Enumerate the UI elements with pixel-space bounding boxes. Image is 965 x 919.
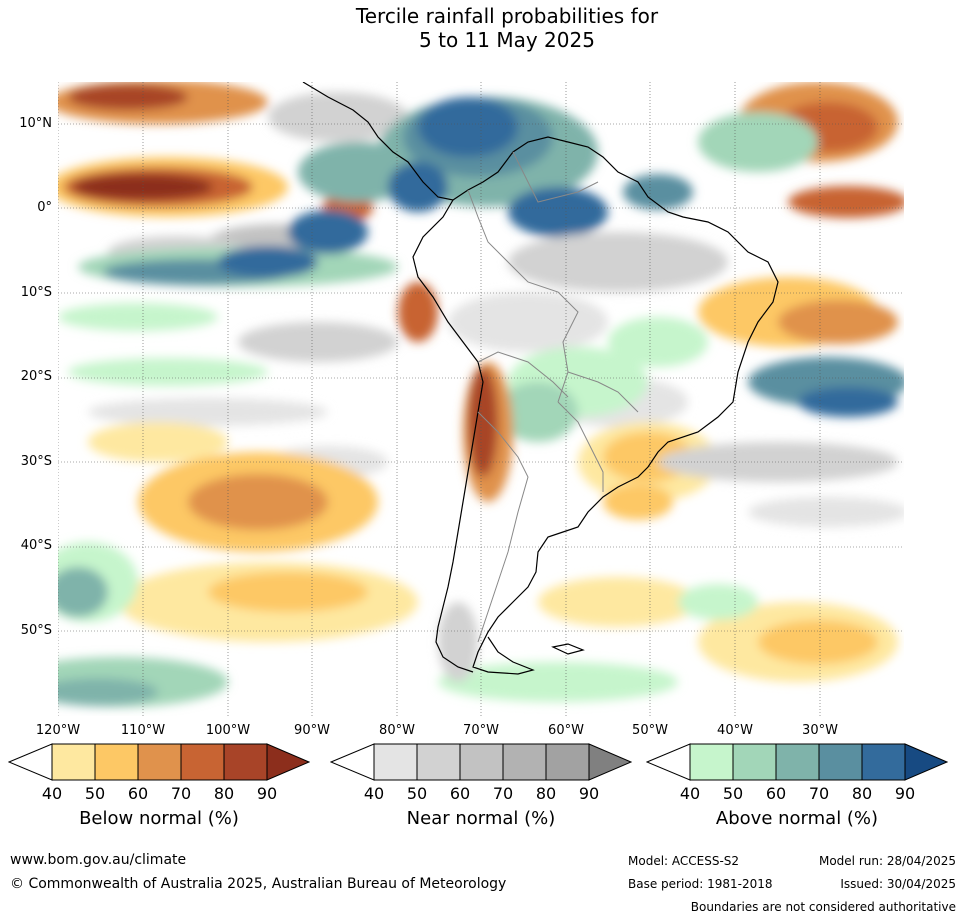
cbar-near-seg-2 bbox=[416, 743, 461, 781]
cbar-below-title: Below normal (%) bbox=[79, 808, 239, 829]
cbar-above-tick-70: 70 bbox=[808, 784, 830, 803]
cbar-below-seg-1 bbox=[51, 743, 96, 781]
cbar-below-tick-90: 90 bbox=[256, 784, 278, 803]
footer-model: Model: ACCESS-S2 bbox=[628, 854, 740, 868]
cbar-below-seg-6 bbox=[266, 743, 310, 781]
footer-disclaimer: Boundaries are not considered authoritat… bbox=[690, 900, 956, 914]
cbar-above-seg-3 bbox=[775, 743, 820, 781]
lon-label-120w: 120°W bbox=[35, 723, 81, 738]
cbar-above-tick-80: 80 bbox=[851, 784, 873, 803]
cbar-above-tick-50: 50 bbox=[722, 784, 744, 803]
cbar-above-seg-6 bbox=[904, 743, 948, 781]
cbar-near-seg-1 bbox=[373, 743, 418, 781]
cbar-above-seg-4 bbox=[818, 743, 863, 781]
cbar-below-tick-70: 70 bbox=[170, 784, 192, 803]
cbar-near-seg-6 bbox=[588, 743, 632, 781]
cbar-near-tick-80: 80 bbox=[535, 784, 557, 803]
cbar-near-tick-70: 70 bbox=[492, 784, 514, 803]
cbar-near-seg-4 bbox=[502, 743, 547, 781]
lat-label-10n: 10°N bbox=[19, 116, 52, 131]
cbar-near-seg-5 bbox=[545, 743, 590, 781]
lon-label-70w: 70°W bbox=[463, 723, 499, 738]
cbar-near-tick-50: 50 bbox=[406, 784, 428, 803]
footer-model-run: Model run: 28/04/2025 bbox=[818, 854, 956, 868]
cbar-above-title: Above normal (%) bbox=[715, 808, 879, 829]
cbar-below-seg-0 bbox=[8, 743, 53, 781]
coastline bbox=[302, 82, 779, 675]
lon-label-50w: 50°W bbox=[632, 723, 668, 738]
cbar-above-tick-60: 60 bbox=[765, 784, 787, 803]
lon-label-90w: 90°W bbox=[294, 723, 330, 738]
lon-label-60w: 60°W bbox=[548, 723, 584, 738]
colorbar-near-normal bbox=[330, 743, 632, 781]
cbar-above-seg-0 bbox=[646, 743, 691, 781]
colorbar-above-normal bbox=[646, 743, 948, 781]
cbar-near-tick-40: 40 bbox=[363, 784, 385, 803]
footer-url: www.bom.gov.au/climate bbox=[10, 852, 187, 868]
lon-label-110w: 110°W bbox=[120, 723, 166, 738]
country-borders bbox=[467, 151, 639, 643]
cbar-below-tick-40: 40 bbox=[41, 784, 63, 803]
lon-label-100w: 100°W bbox=[205, 723, 251, 738]
cbar-near-title: Near normal (%) bbox=[406, 808, 556, 829]
title-line-2: 5 to 11 May 2025 bbox=[419, 28, 595, 52]
cbar-above-tick-90: 90 bbox=[894, 784, 916, 803]
cbar-near-seg-0 bbox=[330, 743, 375, 781]
lon-label-80w: 80°W bbox=[379, 723, 415, 738]
cbar-below-tick-50: 50 bbox=[84, 784, 106, 803]
cbar-below-seg-2 bbox=[94, 743, 139, 781]
lat-label-20s: 20°S bbox=[20, 369, 52, 384]
cbar-near-tick-60: 60 bbox=[449, 784, 471, 803]
graticule bbox=[58, 82, 904, 716]
lat-label-0: 0° bbox=[37, 200, 52, 215]
lat-label-40s: 40°S bbox=[20, 538, 52, 553]
colorbar-below-normal bbox=[8, 743, 310, 781]
cbar-below-seg-5 bbox=[223, 743, 268, 781]
cbar-above-tick-40: 40 bbox=[679, 784, 701, 803]
cbar-above-seg-1 bbox=[689, 743, 734, 781]
cbar-below-seg-3 bbox=[137, 743, 182, 781]
footer-copyright: © Commonwealth of Australia 2025, Austra… bbox=[10, 876, 507, 892]
title-line-1: Tercile rainfall probabilities for bbox=[355, 4, 659, 28]
cbar-above-seg-5 bbox=[861, 743, 906, 781]
footer-issued: Issued: 30/04/2025 bbox=[840, 877, 956, 891]
cbar-below-tick-60: 60 bbox=[127, 784, 149, 803]
lon-label-30w: 30°W bbox=[802, 723, 838, 738]
cbar-below-seg-4 bbox=[180, 743, 225, 781]
cbar-near-seg-3 bbox=[459, 743, 504, 781]
lon-label-40w: 40°W bbox=[717, 723, 753, 738]
lat-label-30s: 30°S bbox=[20, 454, 52, 469]
footer-base-period: Base period: 1981-2018 bbox=[628, 877, 773, 891]
cbar-below-tick-80: 80 bbox=[213, 784, 235, 803]
lat-label-50s: 50°S bbox=[20, 623, 52, 638]
cbar-near-tick-90: 90 bbox=[578, 784, 600, 803]
cbar-above-seg-2 bbox=[732, 743, 777, 781]
lat-label-10s: 10°S bbox=[20, 285, 52, 300]
map-title: Tercile rainfall probabilities for 5 to … bbox=[0, 4, 965, 52]
rainfall-probability-map bbox=[58, 82, 904, 716]
map-svg bbox=[58, 82, 904, 716]
